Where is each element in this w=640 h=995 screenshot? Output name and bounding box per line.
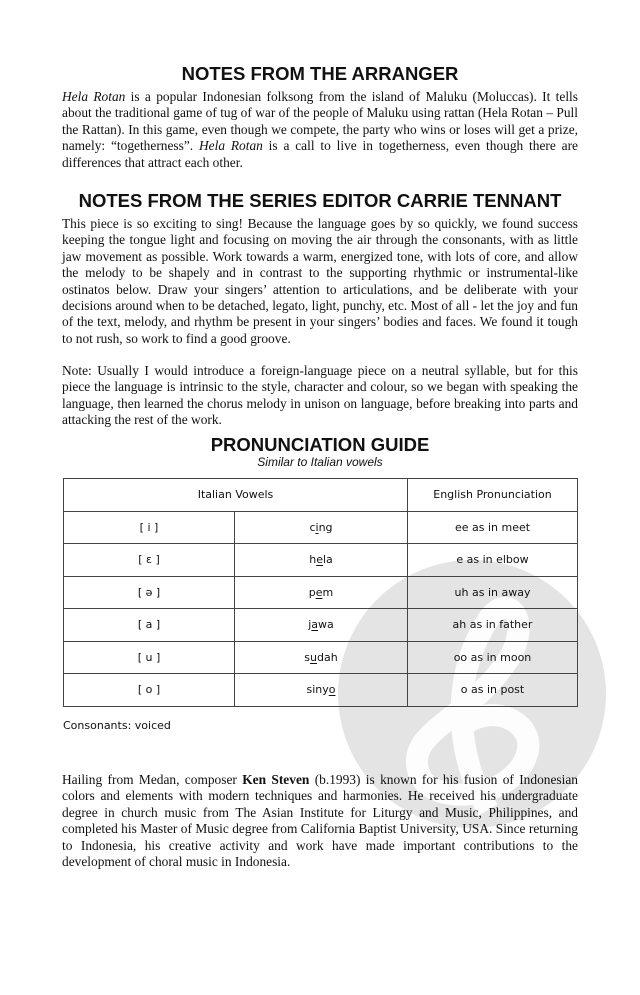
word-part: s — [304, 650, 311, 664]
english-cell: uh as in away — [407, 575, 578, 609]
pronunciation-table: Italian Vowels English Pronunciation [ i… — [63, 478, 578, 707]
example-word-cell: cing — [234, 510, 408, 544]
guide-heading: PRONUNCIATION GUIDE — [210, 434, 430, 455]
ipa-cell: [ o ] — [63, 673, 235, 707]
header-italian-vowels: Italian Vowels — [63, 478, 408, 512]
word-part: j — [308, 618, 312, 632]
table-header-row: Italian Vowels English Pronunciation — [63, 478, 578, 512]
text: (b.1993) is known for his fusion of Indo… — [62, 772, 578, 870]
example-word-cell: jawa — [234, 608, 408, 642]
editor-paragraph-2: Note: Usually I would introduce a foreig… — [62, 363, 578, 428]
example-word-cell: hela — [234, 543, 408, 577]
word-part: p — [308, 585, 316, 599]
underlined-vowel: e — [315, 585, 323, 599]
header-english-pronunciation: English Pronunciation — [407, 478, 578, 512]
ipa-cell: [ u ] — [63, 640, 235, 674]
table-row: [ ɛ ] hela e as in elbow — [63, 543, 578, 577]
consonants-note: Consonants: voiced — [63, 719, 171, 732]
underlined-vowel: o — [328, 683, 336, 697]
word-part: c — [309, 520, 316, 534]
example-word-cell: sudah — [234, 640, 408, 674]
word-part: wa — [318, 618, 334, 632]
editor-paragraph-1: This piece is so exciting to sing! Becau… — [62, 216, 578, 346]
ipa-cell: [ ə ] — [63, 575, 235, 609]
english-cell: ah as in father — [407, 608, 578, 642]
table-row: [ ə ] pem uh as in away — [63, 575, 578, 609]
composer-bio: Hailing from Medan, composer Ken Steven … — [62, 772, 578, 870]
word-part: ng — [318, 520, 333, 534]
word-part: h — [309, 553, 317, 567]
table-row: [ o ] sinyo o as in post — [63, 673, 578, 707]
arranger-paragraph: Hela Rotan is a popular Indonesian folks… — [62, 89, 578, 171]
word-part: dah — [317, 650, 338, 664]
english-cell: ee as in meet — [407, 510, 578, 544]
example-word-cell: pem — [234, 575, 408, 609]
example-word-cell: sinyo — [234, 673, 408, 707]
composer-name: Ken Steven — [242, 772, 310, 787]
underlined-vowel: u — [310, 650, 317, 664]
ipa-cell: [ a ] — [63, 608, 235, 642]
arranger-heading: NOTES FROM THE ARRANGER — [181, 63, 459, 84]
song-title: Hela Rotan — [198, 138, 263, 154]
underlined-vowel: e — [316, 553, 323, 567]
guide-subtitle: Similar to Italian vowels — [257, 455, 383, 469]
ipa-cell: [ ɛ ] — [63, 543, 235, 577]
underlined-vowel: i — [315, 520, 319, 534]
english-cell: o as in post — [407, 673, 578, 707]
text: Hailing from Medan, composer — [62, 772, 243, 787]
editor-heading: NOTES FROM THE SERIES EDITOR CARRIE TENN… — [78, 190, 562, 211]
table-row: [ u ] sudah oo as in moon — [63, 640, 578, 674]
table-row: [ i ] cing ee as in meet — [63, 510, 578, 544]
song-title: Hela Rotan — [62, 89, 126, 104]
text: is a call to live in togetherness, even … — [62, 138, 578, 170]
table-row: [ a ] jawa ah as in father — [63, 608, 578, 642]
english-cell: e as in elbow — [407, 543, 578, 577]
text: is a popular Indonesian folksong from th… — [62, 89, 578, 154]
english-cell: oo as in moon — [407, 640, 578, 674]
word-part: m — [322, 585, 334, 599]
ipa-cell: [ i ] — [63, 510, 235, 544]
underlined-vowel: a — [311, 618, 319, 632]
word-part: la — [322, 553, 333, 567]
word-part: siny — [306, 683, 329, 697]
